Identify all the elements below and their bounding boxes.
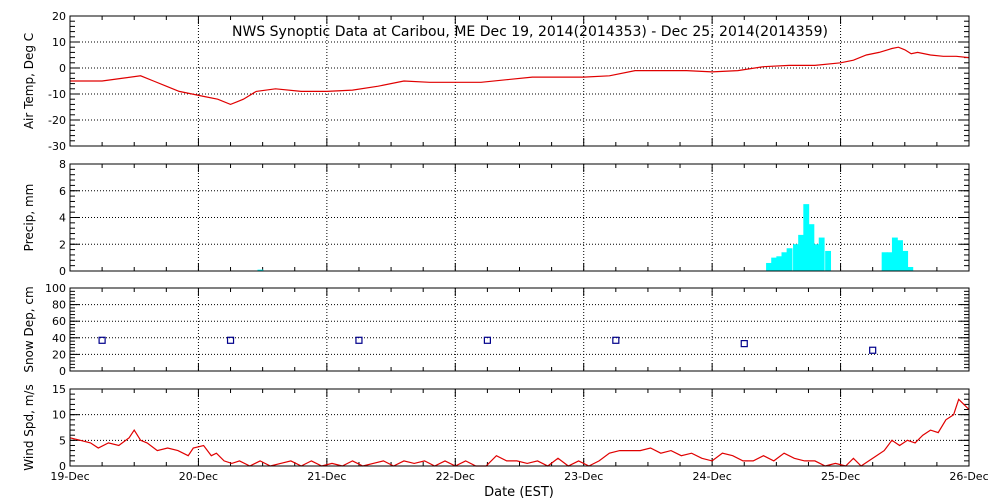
panel-frame — [69, 163, 970, 272]
panel-3: 0 20 40 60 80 100 Snow Dep, cm — [22, 282, 970, 378]
x-axis-label: Date (EST) — [484, 485, 554, 500]
y-tick-label: 5 — [59, 434, 66, 447]
snow-depth-point — [612, 336, 620, 344]
precip-bar — [881, 252, 888, 271]
precip-bar — [257, 269, 264, 271]
panel-frame — [69, 287, 970, 372]
precip-bar — [825, 250, 832, 271]
x-tick-label: 26-Dec — [949, 470, 988, 483]
y-tick-label: 20 — [52, 348, 66, 361]
precip-bar — [818, 237, 825, 271]
y-axis-label: Wind Spd, m/s — [22, 384, 36, 470]
y-tick-label: -30 — [48, 140, 66, 153]
y-tick-label: 80 — [52, 299, 66, 312]
precip-bar — [771, 257, 778, 271]
precip-bar — [808, 224, 815, 271]
precip-bar — [891, 237, 898, 271]
y-tick-label: 0 — [59, 62, 66, 75]
series-line — [69, 398, 970, 467]
panel-4: 0 5 10 15 Wind Spd, m/s — [22, 383, 970, 473]
precip-bar — [902, 250, 909, 271]
precip-bar — [786, 248, 793, 271]
figure-title: NWS Synoptic Data at Caribou, ME Dec 19,… — [232, 24, 828, 40]
panel-2: 0 2 4 6 8 Precip, mm — [22, 158, 970, 278]
y-tick-label: 0 — [59, 365, 66, 378]
panel-frame — [69, 388, 970, 467]
snow-depth-point — [98, 336, 106, 344]
x-tick-label: 19-Dec — [50, 470, 89, 483]
precip-bar — [897, 240, 903, 271]
y-tick-label: 100 — [45, 282, 66, 295]
x-tick-label: 21-Dec — [307, 470, 346, 483]
snow-depth-point — [355, 336, 363, 344]
precip-bar — [886, 252, 893, 271]
y-axis-label: Snow Dep, cm — [22, 286, 36, 372]
x-tick-label: 24-Dec — [693, 470, 732, 483]
y-axis-label: Air Temp, Deg C — [22, 33, 36, 129]
x-tick-label: 22-Dec — [436, 470, 475, 483]
y-tick-label: 0 — [59, 460, 66, 473]
y-tick-label: 4 — [59, 212, 66, 225]
precip-bar — [813, 244, 820, 271]
y-tick-label: 20 — [52, 10, 66, 23]
y-tick-label: 60 — [52, 315, 66, 328]
y-axis-label: Precip, mm — [22, 184, 36, 252]
x-tick-label: 25-Dec — [821, 470, 860, 483]
precip-bar — [907, 266, 914, 271]
precip-bar — [766, 262, 772, 271]
y-tick-label: -20 — [48, 114, 66, 127]
y-tick-label: 2 — [59, 238, 66, 251]
precip-bar — [776, 256, 783, 271]
y-tick-label: 6 — [59, 185, 66, 198]
y-tick-label: 0 — [59, 265, 66, 278]
series-line — [70, 46, 970, 106]
y-tick-label: 40 — [52, 332, 66, 345]
panels: -30 -20 -10 0 10 20 Air Temp, Deg C 0 2 4 6 8 Precip… — [22, 10, 989, 483]
x-tick-label: 23-Dec — [564, 470, 603, 483]
precip-bar — [803, 204, 810, 271]
y-tick-label: 8 — [59, 158, 66, 171]
precip-bar — [793, 244, 799, 271]
panel-frame — [69, 15, 970, 147]
x-tick-label: 20-Dec — [179, 470, 218, 483]
snow-depth-point — [869, 346, 877, 354]
y-tick-label: 15 — [52, 383, 66, 396]
y-tick-label: 10 — [52, 36, 66, 49]
precip-bar — [798, 234, 805, 271]
snow-depth-point — [226, 336, 235, 344]
y-tick-label: 10 — [52, 409, 66, 422]
snow-depth-point — [483, 336, 491, 344]
y-tick-label: -10 — [48, 88, 66, 101]
panel-1: -30 -20 -10 0 10 20 Air Temp, Deg C — [22, 10, 970, 153]
snow-depth-point — [740, 340, 748, 348]
precip-bar — [781, 252, 788, 271]
